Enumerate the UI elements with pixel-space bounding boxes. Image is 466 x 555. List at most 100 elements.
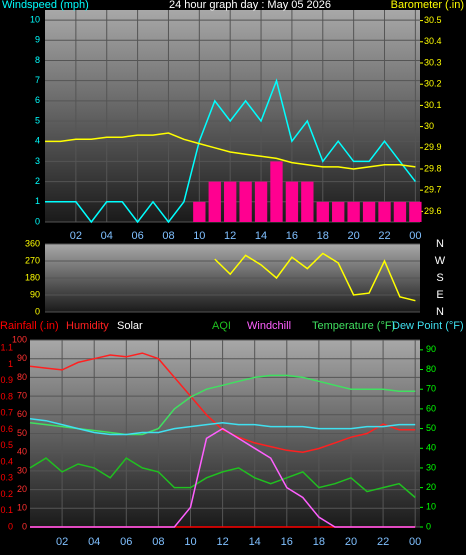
series-line xyxy=(45,132,416,170)
y-tick-label: 3 xyxy=(35,156,40,166)
series-label: Barometer (.in) xyxy=(391,0,464,11)
y-tick-label: 8 xyxy=(35,55,40,65)
series-line xyxy=(29,457,416,499)
y-tick-label: 1 xyxy=(35,196,40,206)
y-tick-label: 6 xyxy=(35,95,40,105)
y3-tick-label: 0.3 xyxy=(0,473,13,483)
bar xyxy=(378,201,391,222)
y3-tick-label: 1.1 xyxy=(0,343,13,353)
y-tick-label: 0 xyxy=(22,521,27,531)
direction-label: N xyxy=(436,306,444,318)
x-tick-label: 16 xyxy=(281,536,293,548)
x-tick-label: 20 xyxy=(345,536,357,548)
y3-tick-label: 0.6 xyxy=(0,424,13,434)
x-tick-label: 20 xyxy=(348,230,360,242)
y-tick-label: 40 xyxy=(17,447,27,457)
y2-tick-label: 30.3 xyxy=(424,57,442,67)
y2-tick-label: 30.4 xyxy=(424,36,442,46)
y2-tick-label: 29.6 xyxy=(424,206,442,216)
bar xyxy=(393,201,407,222)
y-tick-label: 7 xyxy=(35,75,40,85)
y-tick-label: 10 xyxy=(17,503,27,513)
y-tick-label: 50 xyxy=(17,428,27,438)
series-label: Humidity xyxy=(66,320,109,332)
y-tick-label: 360 xyxy=(25,238,40,248)
y2-tick-label: 30 xyxy=(424,121,434,131)
y-tick-label: 10 xyxy=(30,14,40,24)
y2-tick-label: 60 xyxy=(426,403,436,413)
x-tick-label: 18 xyxy=(313,536,325,548)
y3-tick-label: 0 xyxy=(8,521,13,531)
y3-tick-label: 0.9 xyxy=(0,375,13,385)
x-tick-label: 04 xyxy=(101,230,113,242)
x-tick-label: 10 xyxy=(193,230,205,242)
bar xyxy=(332,201,345,222)
y-tick-label: 180 xyxy=(25,272,40,282)
bar xyxy=(316,201,329,222)
y2-tick-label: 0 xyxy=(426,521,431,531)
y2-tick-label: 10 xyxy=(426,502,436,512)
y2-tick-label: 30.5 xyxy=(424,15,442,25)
y2-tick-label: 30 xyxy=(426,462,436,472)
bar xyxy=(347,201,360,222)
y2-tick-label: 40 xyxy=(426,443,436,453)
y3-tick-label: 0.5 xyxy=(0,440,13,450)
series-line xyxy=(29,352,416,453)
y2-tick-label: 90 xyxy=(426,344,436,354)
x-tick-label: 22 xyxy=(378,230,390,242)
y-tick-label: 4 xyxy=(35,136,40,146)
y2-tick-label: 50 xyxy=(426,423,436,433)
series-label: Rainfall (.in) xyxy=(0,320,59,332)
y-tick-label: 0 xyxy=(35,216,40,226)
x-tick-label: 00 xyxy=(409,230,421,242)
series-label: AQI xyxy=(212,320,231,332)
series-label: Solar xyxy=(117,320,143,332)
y2-tick-label: 30.1 xyxy=(424,100,442,110)
x-tick-label: 06 xyxy=(131,230,143,242)
y-tick-label: 70 xyxy=(17,390,27,400)
bar xyxy=(239,181,252,222)
chart-title: 24 hour graph day : May 05 2026 xyxy=(169,0,331,11)
x-tick-label: 14 xyxy=(255,230,267,242)
y2-tick-label: 80 xyxy=(426,364,436,374)
y2-tick-label: 30.2 xyxy=(424,79,442,89)
x-tick-label: 04 xyxy=(88,536,100,548)
x-tick-label: 02 xyxy=(56,536,68,548)
y3-tick-label: 0.1 xyxy=(0,505,13,515)
series-label: Windchill xyxy=(247,320,291,332)
bar xyxy=(362,201,376,222)
x-tick-label: 18 xyxy=(317,230,329,242)
series-label: Windspeed (mph) xyxy=(2,0,89,11)
x-tick-label: 06 xyxy=(120,536,132,548)
y-tick-label: 0 xyxy=(35,306,40,316)
direction-label: E xyxy=(436,289,443,301)
y2-tick-label: 29.7 xyxy=(424,185,442,195)
bar xyxy=(285,181,299,222)
series-line xyxy=(214,252,416,302)
direction-label: N xyxy=(436,238,444,250)
x-tick-label: 08 xyxy=(152,536,164,548)
y2-tick-label: 70 xyxy=(426,384,436,394)
bar xyxy=(254,181,268,222)
direction-label: W xyxy=(435,255,446,267)
y2-tick-label: 29.8 xyxy=(424,163,442,173)
y-tick-label: 9 xyxy=(35,35,40,45)
y3-tick-label: 1 xyxy=(8,359,13,369)
bar xyxy=(193,201,206,222)
x-tick-label: 08 xyxy=(162,230,174,242)
y-tick-label: 100 xyxy=(12,334,27,344)
y-tick-label: 5 xyxy=(35,115,40,125)
x-tick-label: 16 xyxy=(286,230,298,242)
series-label: Dew Point (°F) xyxy=(392,320,464,332)
series-line xyxy=(29,417,416,436)
series-line xyxy=(45,78,416,224)
y-tick-label: 2 xyxy=(35,176,40,186)
y-tick-label: 60 xyxy=(17,409,27,419)
y3-tick-label: 0.8 xyxy=(0,391,13,401)
y3-tick-label: 0.7 xyxy=(0,408,13,418)
y-tick-label: 270 xyxy=(25,255,40,265)
y-tick-label: 90 xyxy=(30,289,40,299)
bar xyxy=(301,181,314,222)
bar xyxy=(224,181,237,222)
